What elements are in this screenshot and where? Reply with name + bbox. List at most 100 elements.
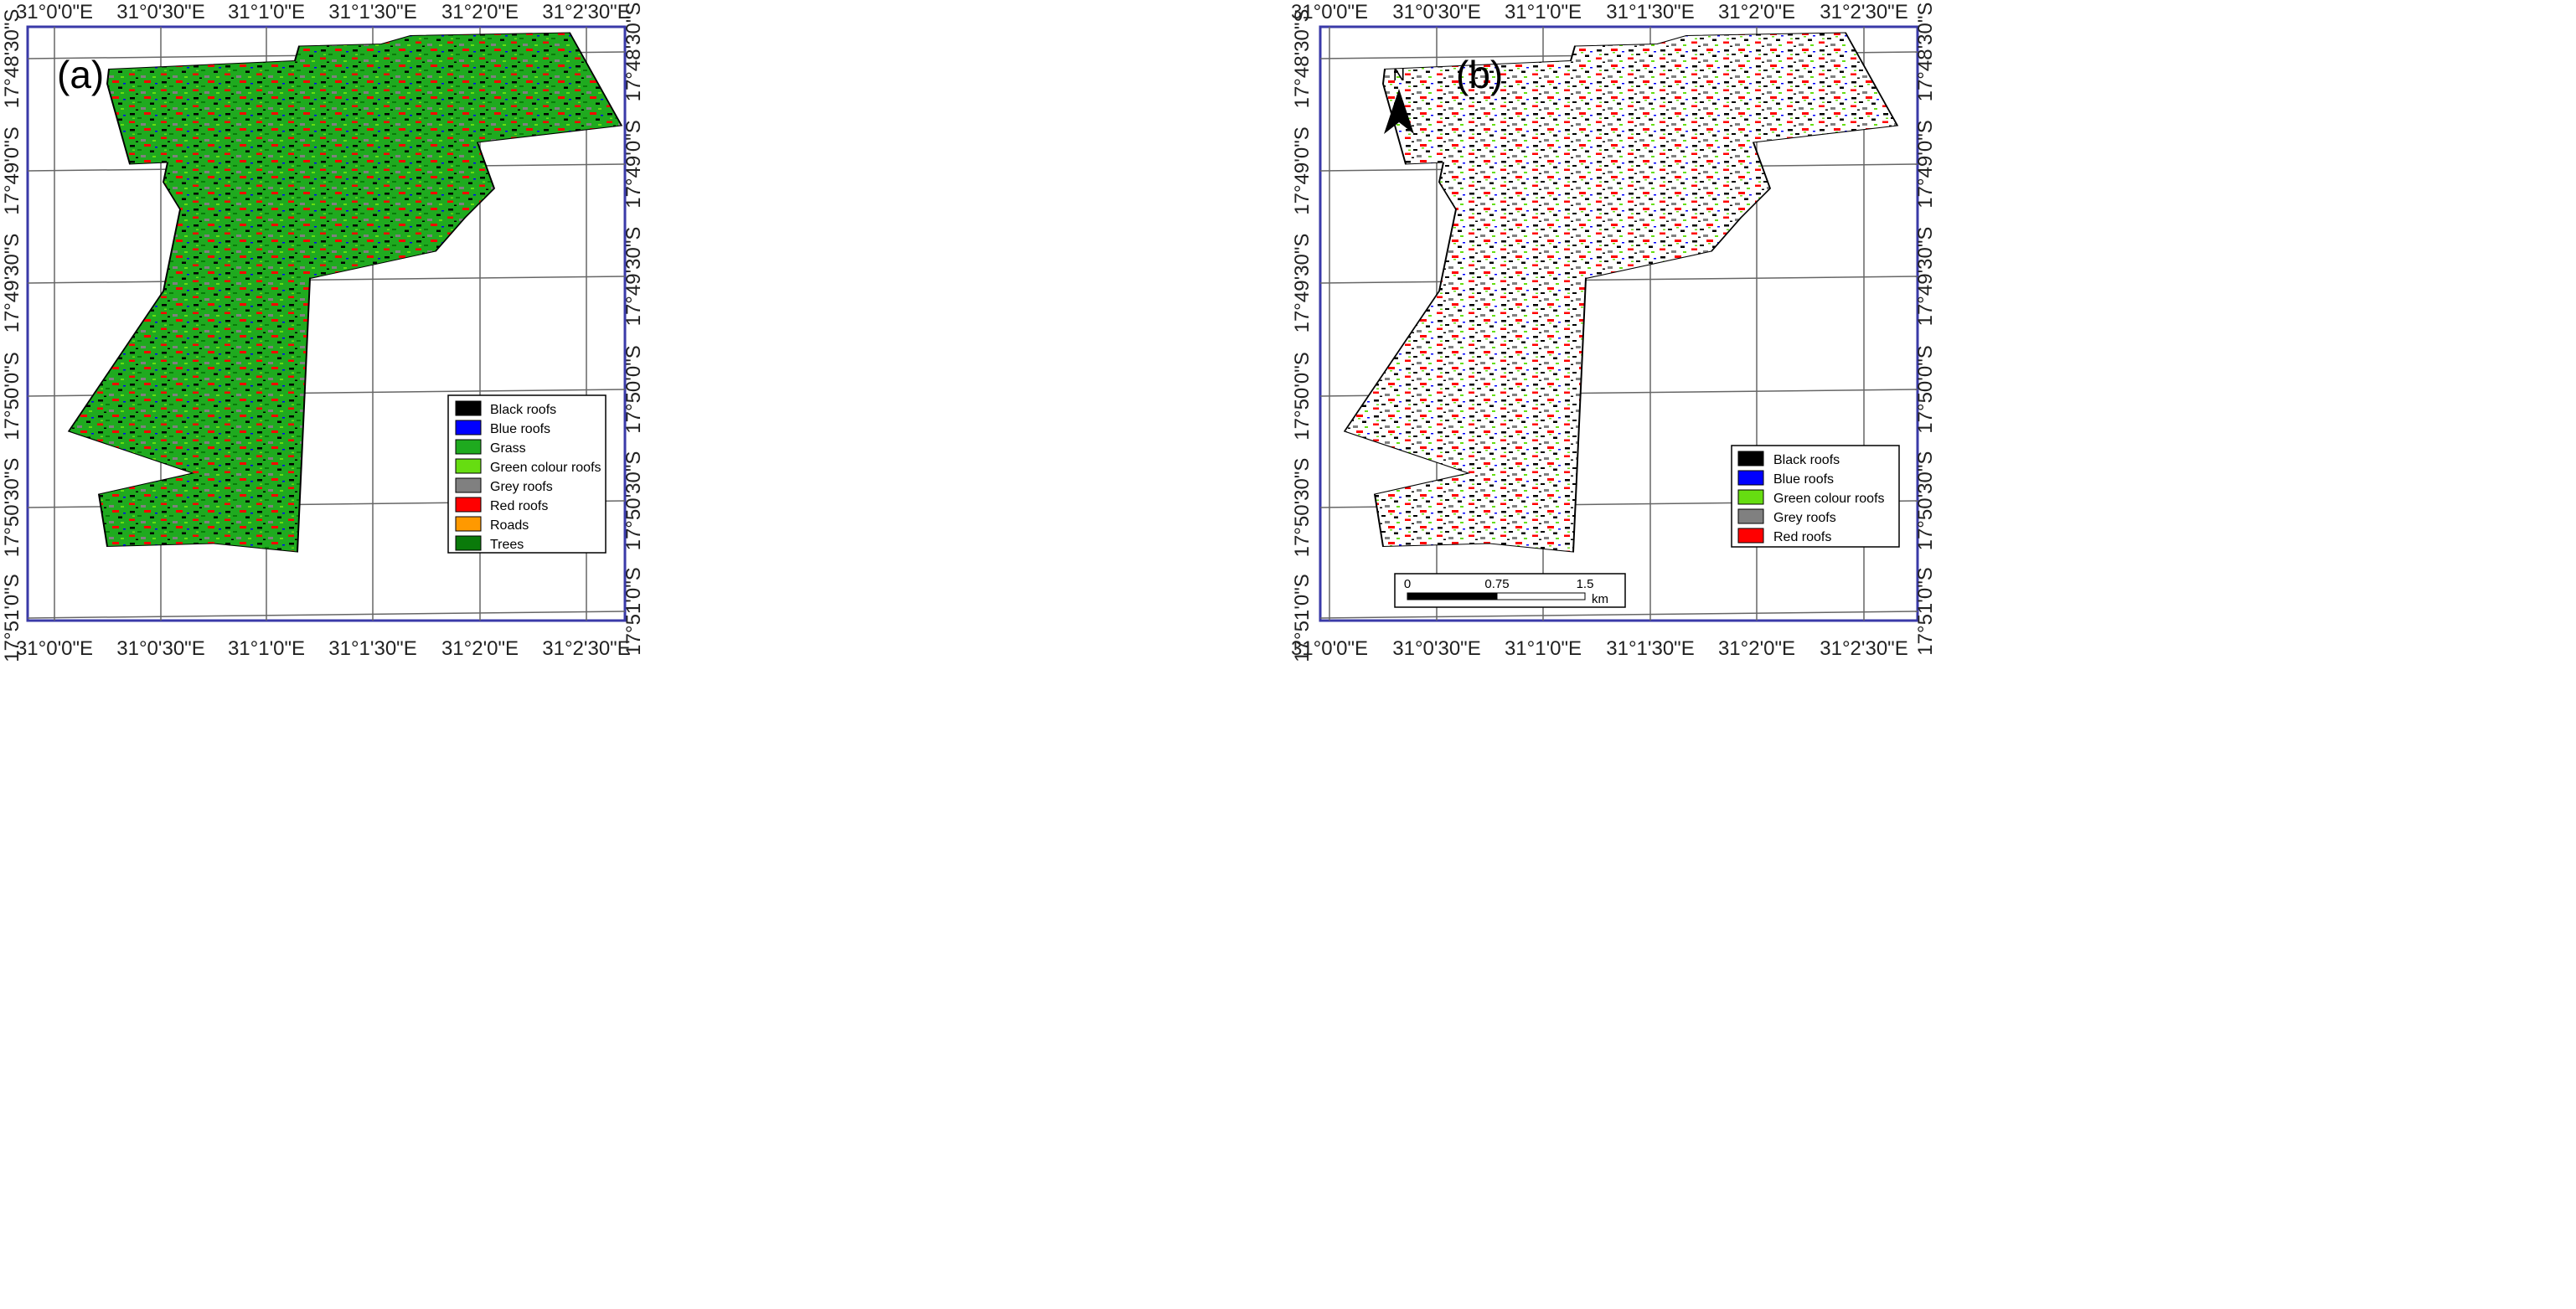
scale-bar: 0 0.75 1.5 km: [1394, 573, 1626, 608]
legend-label: Green colour roofs: [1773, 492, 1885, 506]
x-tick-label: 31°0'0"E: [16, 1, 93, 23]
y-tick-labels-right: 17°48'30"S 17°49'0"S 17°49'30"S 17°50'0"…: [622, 3, 645, 656]
scale-unit: km: [1592, 592, 1608, 606]
legend-label: Grey roofs: [490, 480, 553, 494]
y-tick-label: 17°51'0"S: [1, 574, 23, 662]
y-tick-label: 17°50'30"S: [1291, 458, 1314, 558]
x-tick-label: 31°1'0"E: [1505, 1, 1582, 23]
y-tick-label: 17°48'30"S: [1291, 9, 1314, 109]
north-arrow-icon: [1384, 89, 1414, 134]
legend-label: Roads: [490, 518, 529, 533]
x-tick-label: 31°0'30"E: [1392, 637, 1480, 660]
legend-item: Red roofs: [1737, 528, 1831, 544]
y-tick-label: 17°51'0"S: [622, 567, 645, 655]
x-tick-label: 31°2'30"E: [1820, 1, 1907, 23]
y-tick-label: 17°50'30"S: [1914, 451, 1937, 551]
legend-label: Green colour roofs: [490, 461, 601, 475]
x-tick-label: 31°2'0"E: [1718, 637, 1795, 660]
x-tick-label: 31°1'30"E: [328, 1, 416, 23]
y-tick-labels-left: 17°48'30"S 17°49'0"S 17°49'30"S 17°50'0"…: [1, 9, 23, 662]
y-tick-label: 17°48'30"S: [1, 9, 23, 109]
legend-label: Red roofs: [490, 499, 548, 513]
north-arrow: N: [1384, 66, 1414, 134]
legend-item: Black roofs: [455, 400, 556, 417]
x-tick-label: 31°0'30"E: [1392, 1, 1480, 23]
legend-label: Black roofs: [1773, 453, 1840, 467]
x-tick-label: 31°1'0"E: [228, 1, 305, 23]
y-tick-label: 17°49'0"S: [622, 120, 645, 208]
y-tick-labels-left: 17°48'30"S 17°49'0"S 17°49'30"S 17°50'0"…: [1291, 9, 1314, 662]
legend-label: Grass: [490, 441, 526, 456]
y-tick-label: 17°48'30"S: [1914, 3, 1937, 102]
legend-swatch: [1737, 528, 1764, 544]
x-tick-label: 31°0'30"E: [116, 1, 204, 23]
x-tick-label: 31°2'30"E: [1820, 637, 1907, 660]
legend-label: Red roofs: [1773, 530, 1831, 544]
legend-swatch: [455, 420, 482, 435]
x-tick-label: 31°0'0"E: [16, 637, 93, 660]
y-tick-label: 17°50'30"S: [622, 451, 645, 551]
y-tick-label: 17°51'0"S: [1291, 574, 1314, 662]
map-a-svg: 31°0'0"E 31°0'30"E 31°1'0"E 31°1'30"E 31…: [1, 1, 645, 662]
y-tick-label: 17°49'30"S: [1291, 234, 1314, 333]
legend-item: Red roofs: [455, 497, 548, 513]
map-panel-a: 31°0'0"E 31°0'30"E 31°1'0"E 31°1'30"E 31…: [0, 0, 1290, 1305]
map-b-svg: 31°0'0"E 31°0'30"E 31°1'0"E 31°1'30"E 31…: [1291, 1, 1937, 662]
y-tick-label: 17°49'30"S: [622, 227, 645, 327]
y-tick-label: 17°49'0"S: [1291, 126, 1314, 214]
x-tick-label: 31°2'0"E: [441, 637, 519, 660]
legend-item: Trees: [455, 535, 524, 552]
x-tick-labels-top: 31°0'0"E 31°0'30"E 31°1'0"E 31°1'30"E 31…: [1291, 1, 1908, 23]
panel-label: (b): [1456, 53, 1503, 96]
legend-item: Roads: [455, 516, 529, 533]
classified-area: [1343, 32, 1899, 553]
map-panel-b: 31°0'0"E 31°0'30"E 31°1'0"E 31°1'30"E 31…: [1290, 0, 2576, 1305]
y-tick-label: 17°51'0"S: [1914, 567, 1937, 655]
y-tick-label: 17°50'0"S: [1914, 345, 1937, 433]
x-tick-label: 31°1'0"E: [228, 637, 305, 660]
y-tick-label: 17°48'30"S: [622, 3, 645, 102]
legend-item: Blue roofs: [1737, 470, 1834, 487]
legend-swatch: [455, 458, 482, 474]
y-tick-label: 17°49'30"S: [1, 234, 23, 333]
y-tick-label: 17°50'30"S: [1, 458, 23, 558]
legend-swatch: [1737, 451, 1764, 466]
legend-swatch: [1737, 470, 1764, 486]
legend-item: Green colour roofs: [1737, 489, 1885, 506]
legend-label: Blue roofs: [490, 422, 550, 436]
legend-swatch: [455, 535, 482, 551]
y-tick-label: 17°50'0"S: [1, 352, 23, 440]
x-tick-label: 31°0'30"E: [116, 637, 204, 660]
scale-label-max: 1.5: [1577, 577, 1594, 591]
x-tick-labels-bottom: 31°0'0"E 31°0'30"E 31°1'0"E 31°1'30"E 31…: [1291, 637, 1908, 660]
scale-label-0: 0: [1404, 577, 1411, 591]
legend-label: Grey roofs: [1773, 511, 1836, 525]
legend-item: Grey roofs: [455, 477, 553, 494]
legend-swatch: [455, 516, 482, 532]
x-tick-label: 31°1'30"E: [1606, 1, 1694, 23]
y-tick-label: 17°49'0"S: [1914, 120, 1937, 208]
x-tick-label: 31°1'30"E: [1606, 637, 1694, 660]
x-tick-label: 31°2'0"E: [1718, 1, 1795, 23]
legend-swatch: [1737, 489, 1764, 505]
legend-item: Blue roofs: [455, 420, 550, 436]
legend: Black roofs Blue roofs Grass Green colou…: [447, 394, 607, 554]
legend-item: Green colour roofs: [455, 458, 601, 475]
legend-swatch: [455, 477, 482, 493]
x-tick-label: 31°0'0"E: [1291, 1, 1368, 23]
legend-item: Grass: [455, 439, 526, 456]
classified-area: [67, 32, 623, 553]
legend-swatch: [455, 439, 482, 455]
legend-label: Black roofs: [490, 403, 556, 417]
scale-label-mid: 0.75: [1484, 577, 1509, 591]
x-tick-label: 31°0'0"E: [1291, 637, 1368, 660]
y-tick-label: 17°49'30"S: [1914, 227, 1937, 327]
legend-label: Trees: [490, 538, 524, 552]
y-tick-label: 17°50'0"S: [622, 345, 645, 433]
x-tick-label: 31°2'0"E: [441, 1, 519, 23]
y-tick-label: 17°49'0"S: [1, 126, 23, 214]
y-tick-labels-right: 17°48'30"S 17°49'0"S 17°49'30"S 17°50'0"…: [1914, 3, 1937, 656]
legend-label: Blue roofs: [1773, 472, 1834, 487]
legend: Black roofs Blue roofs Green colour roof…: [1731, 445, 1900, 548]
legend-swatch: [455, 497, 482, 513]
